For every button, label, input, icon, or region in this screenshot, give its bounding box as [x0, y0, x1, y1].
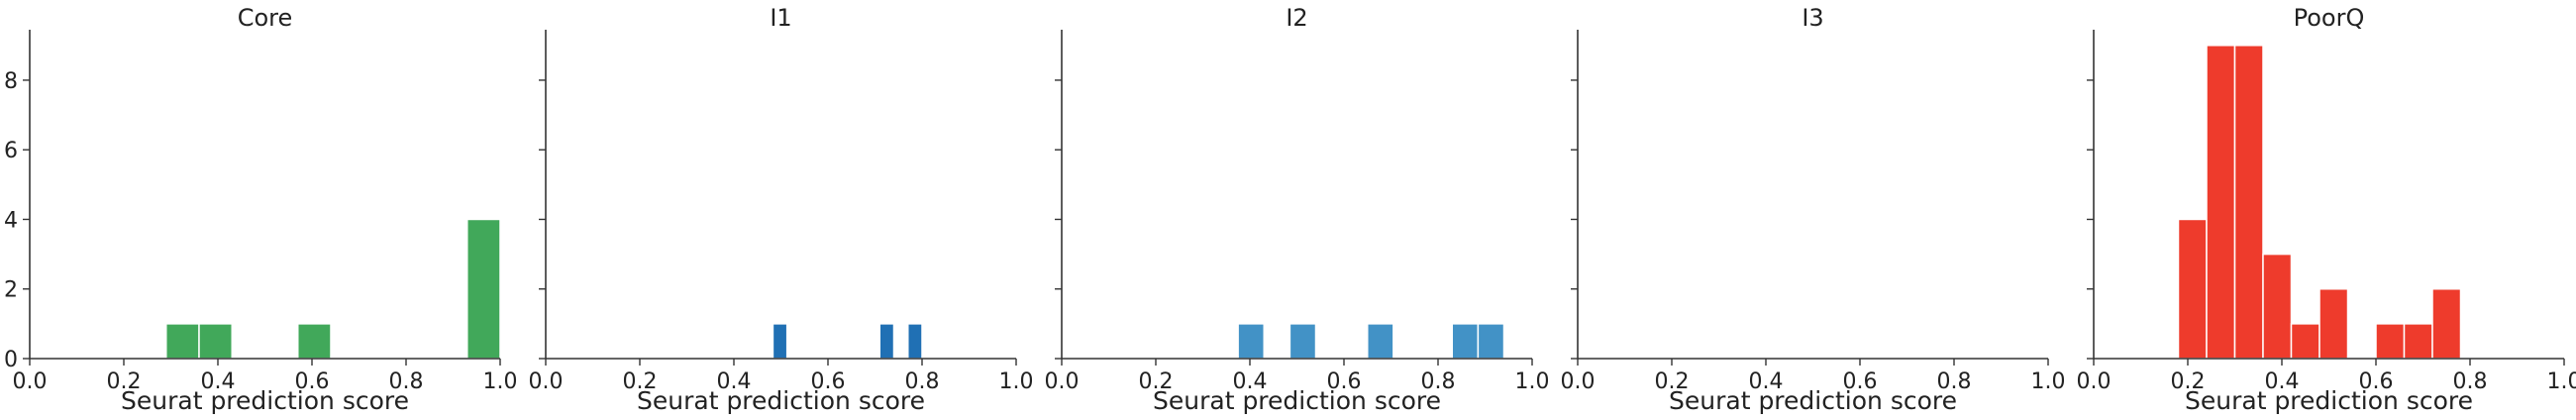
panel-poorq: 0.0 0.2 0.4 0.6 0.8 1.0 PoorQ Seurat prediction… [2077, 4, 2576, 415]
histogram-bar [907, 323, 923, 360]
x-tick-label: 0.2 [2171, 369, 2206, 394]
x-tick-label: 0.6 [1843, 369, 1878, 394]
histogram-bar [297, 323, 332, 360]
x-axis-label: Seurat prediction score [2185, 386, 2473, 415]
x-tick-label: 0.8 [1421, 369, 1456, 394]
x-tick-label: 0.0 [1045, 369, 1080, 394]
x-tick-label: 0.4 [201, 369, 236, 394]
panel-i1: 0.0 0.2 0.4 0.6 0.8 1.0 I1 Seurat prediction sc… [529, 4, 1034, 415]
histogram-bar [466, 218, 501, 360]
histogram-bar [2403, 323, 2433, 360]
x-tick-label: 0.2 [107, 369, 142, 394]
x-tick-label: 0.6 [1327, 369, 1362, 394]
panel-core: 0.0 0.2 0.4 0.6 0.8 1.0 0 2 4 6 8 Core Seurat predic… [4, 4, 518, 415]
x-tick-label: 0.0 [13, 369, 48, 394]
x-tick-label: 1.0 [2031, 369, 2066, 394]
x-axis-label: Seurat prediction score [1669, 386, 1957, 415]
panel-i2: 0.0 0.2 0.4 0.6 0.8 1.0 I2 Seurat prediction sc… [1045, 4, 1550, 415]
x-tick-label: 0.6 [295, 369, 330, 394]
x-tick-label: 0.8 [2453, 369, 2488, 394]
histogram-bar [1451, 323, 1480, 360]
y-tick-label: 2 [4, 278, 18, 303]
x-tick-label: 0.8 [389, 369, 424, 394]
x-axis-label: Seurat prediction score [637, 386, 925, 415]
y-tick-label: 0 [4, 348, 18, 372]
x-tick-label: 1.0 [483, 369, 518, 394]
panel-title: Core [238, 4, 293, 32]
histogram-bar [1288, 323, 1317, 360]
x-tick-label: 0.4 [2265, 369, 2300, 394]
histogram-bar [2177, 218, 2208, 360]
x-tick-label: 0.8 [905, 369, 940, 394]
histogram-bar [772, 323, 788, 360]
y-tick-label: 6 [4, 139, 18, 163]
x-tick-label: 0.0 [2077, 369, 2112, 394]
y-tick-label: 8 [4, 69, 18, 94]
panel-i3: 0.0 0.2 0.4 0.6 0.8 1.0 I3 Seurat prediction sc… [1561, 4, 2066, 415]
histogram-bar [1367, 323, 1394, 360]
histogram-bar [2233, 45, 2264, 360]
x-tick-label: 0.4 [717, 369, 752, 394]
histogram-bar [2290, 323, 2320, 360]
histogram-bar [878, 323, 895, 360]
panel-title: I3 [1802, 4, 1823, 32]
x-tick-label: 0.0 [529, 369, 564, 394]
histogram-bar [1477, 323, 1505, 360]
x-tick-label: 0.2 [1655, 369, 1690, 394]
panel-title: I2 [1286, 4, 1307, 32]
x-tick-label: 0.2 [1139, 369, 1174, 394]
x-tick-label: 1.0 [2547, 369, 2576, 394]
histogram-bar [165, 323, 200, 360]
histogram-bar [1237, 323, 1265, 360]
panel-title: PoorQ [2294, 4, 2365, 32]
x-tick-label: 0.2 [623, 369, 658, 394]
x-tick-label: 0.6 [811, 369, 846, 394]
histogram-bar [2206, 45, 2236, 360]
histogram-bar [198, 323, 233, 360]
histogram-bar [2375, 323, 2406, 360]
x-tick-label: 0.6 [2359, 369, 2394, 394]
histogram-bar [2431, 287, 2462, 360]
x-tick-label: 0.0 [1561, 369, 1596, 394]
histogram-bar [2318, 287, 2349, 360]
x-axis-label: Seurat prediction score [121, 386, 409, 415]
x-tick-label: 0.4 [1749, 369, 1784, 394]
x-tick-label: 0.8 [1937, 369, 1972, 394]
x-tick-label: 0.4 [1233, 369, 1268, 394]
panel-title: I1 [770, 4, 791, 32]
x-tick-label: 1.0 [1515, 369, 1550, 394]
x-tick-label: 1.0 [999, 369, 1034, 394]
y-tick-label: 4 [4, 208, 18, 233]
histogram-bar [2262, 253, 2293, 360]
x-axis-label: Seurat prediction score [1153, 386, 1441, 415]
